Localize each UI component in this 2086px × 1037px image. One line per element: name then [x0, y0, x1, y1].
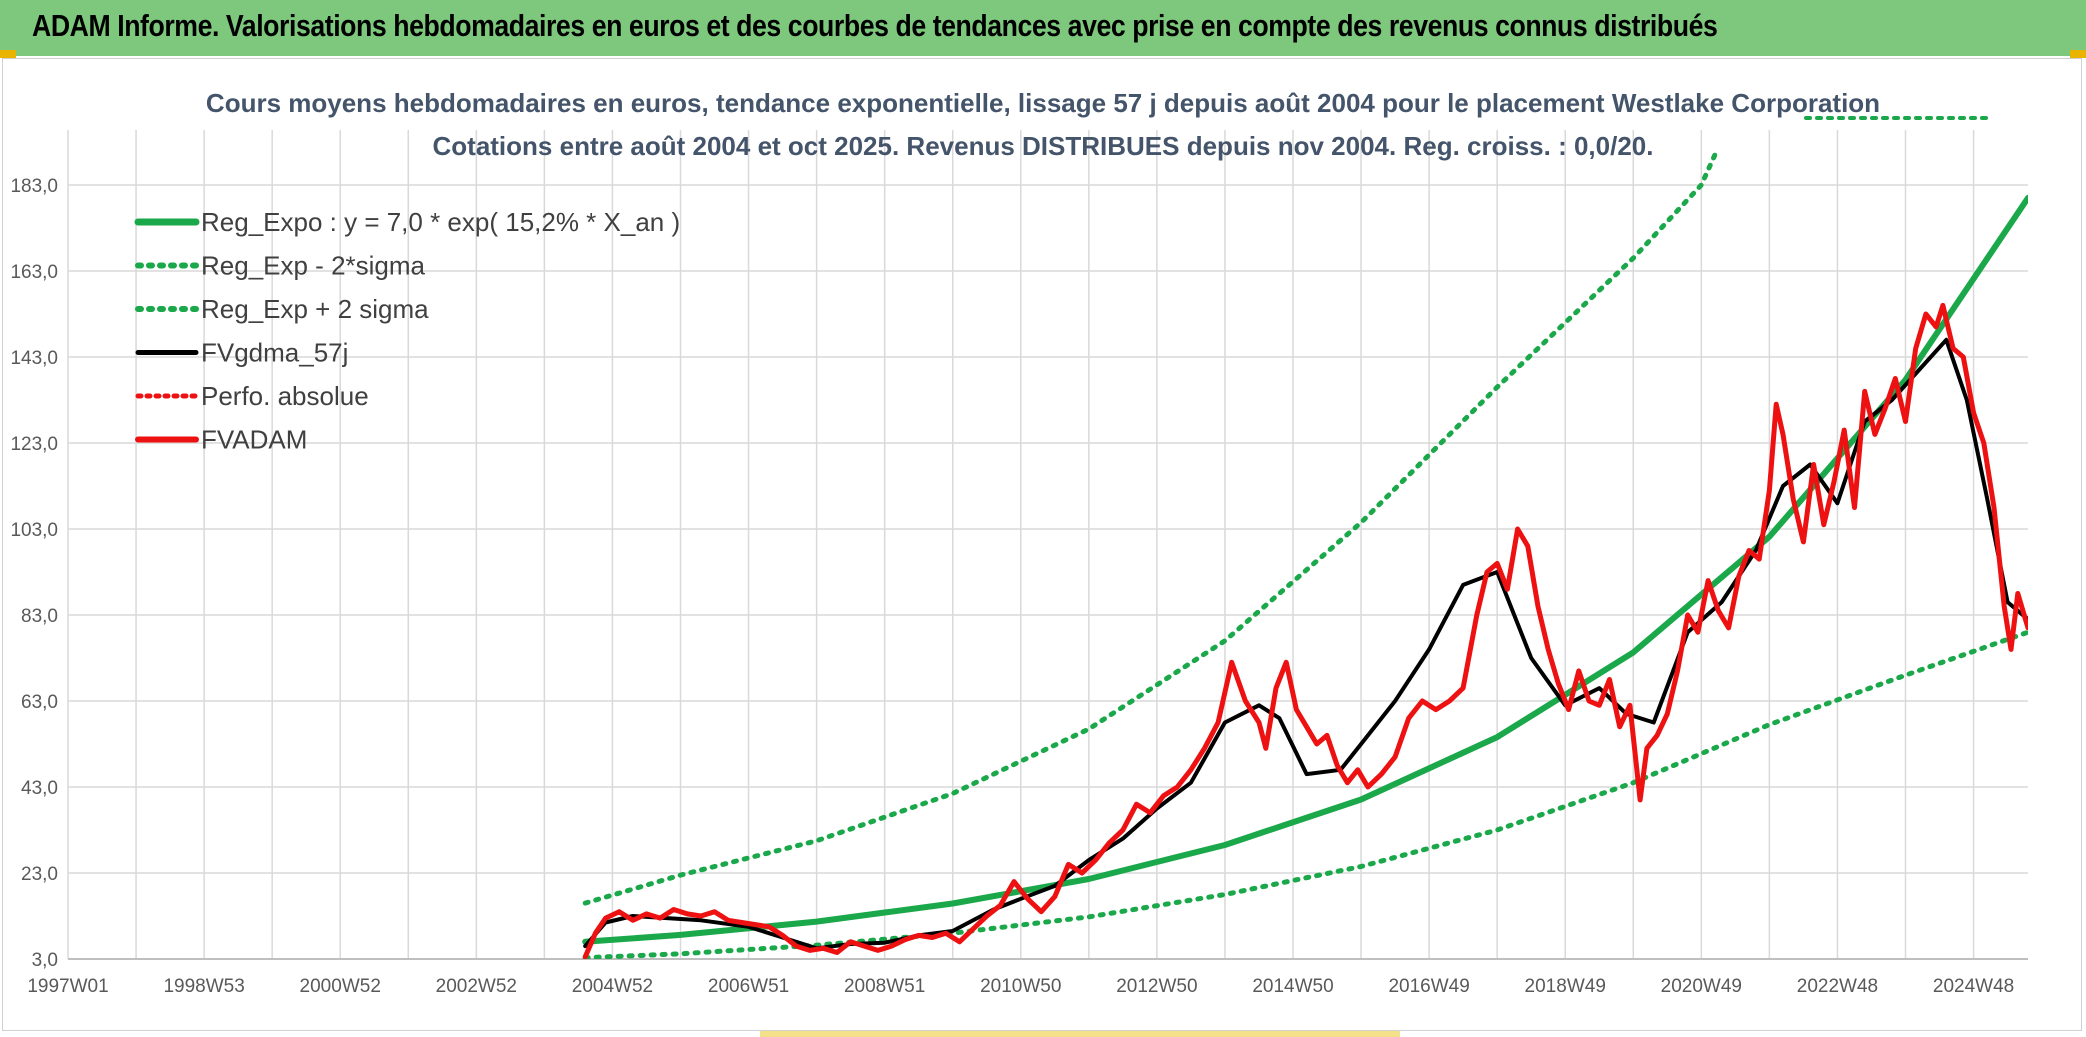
x-tick-label: 2000W52 [300, 976, 381, 997]
chart-title: Cours moyens hebdomadaires en euros, ten… [206, 88, 1880, 118]
series-line-5 [582, 302, 2028, 959]
x-axis-ticks: 1997W01 1998W53 2000W52 2002W52 2004W52 2006W… [27, 976, 2014, 997]
series-line-3 [583, 337, 2028, 951]
corner-mark-right [2070, 50, 2086, 58]
series-line-2 [582, 152, 1718, 906]
legend-label: Reg_Expo : y = 7,0 * exp( 15,2% * X_an ) [201, 207, 680, 237]
x-tick-label: 1998W53 [163, 976, 244, 997]
y-tick-label: 3,0 [32, 950, 58, 971]
y-tick-label: 83,0 [21, 606, 58, 627]
y-tick-label: 183,0 [10, 176, 58, 197]
x-tick-label: 2002W52 [436, 976, 517, 997]
y-tick-label: 63,0 [21, 692, 58, 713]
y-tick-label: 123,0 [10, 434, 58, 455]
legend-label: FVgdma_57j [201, 338, 348, 368]
chart-frame [2, 58, 2082, 1031]
x-tick-label: 2010W50 [980, 976, 1061, 997]
x-tick-label: 2004W52 [572, 976, 653, 997]
series-layer [582, 152, 2028, 959]
x-tick-label: 2020W49 [1661, 976, 1742, 997]
x-tick-label: 2012W50 [1116, 976, 1197, 997]
corner-mark-bottom [760, 1031, 1400, 1037]
legend-label: Reg_Exp + 2 sigma [201, 294, 429, 324]
report-header: ADAM Informe. Valorisations hebdomadaire… [0, 0, 2086, 56]
y-tick-label: 163,0 [10, 262, 58, 283]
legend-label: Reg_Exp - 2*sigma [201, 251, 426, 281]
x-tick-label: 2018W49 [1525, 976, 1606, 997]
y-tick-label: 103,0 [10, 520, 58, 541]
y-tick-label: 143,0 [10, 348, 58, 369]
report-title: ADAM Informe. Valorisations hebdomadaire… [32, 8, 1718, 43]
chart-subtitle: Cotations entre août 2004 et oct 2025. R… [433, 131, 1654, 161]
series-line-1 [582, 629, 2028, 959]
x-tick-label: 2022W48 [1797, 976, 1878, 997]
legend-label: Perfo. absolue [201, 381, 369, 411]
y-axis-ticks: 183,0 163,0 143,0 123,0 103,0 83,0 63,0 43,0 23,… [10, 176, 58, 971]
corner-mark-left [0, 50, 16, 58]
x-tick-label: 1997W01 [27, 976, 108, 997]
chart-legend: Reg_Expo : y = 7,0 * exp( 15,2% * X_an )… [134, 207, 680, 455]
y-tick-label: 23,0 [21, 864, 58, 885]
grid-layer [67, 130, 2028, 960]
x-tick-label: 2024W48 [1933, 976, 2014, 997]
x-tick-label: 2014W50 [1252, 976, 1333, 997]
series-line-0 [582, 194, 2028, 945]
legend-label: FVADAM [201, 425, 307, 455]
x-tick-label: 2008W51 [844, 976, 925, 997]
y-tick-label: 43,0 [21, 778, 58, 799]
x-tick-label: 2006W51 [708, 976, 789, 997]
x-tick-label: 2016W49 [1388, 976, 1469, 997]
